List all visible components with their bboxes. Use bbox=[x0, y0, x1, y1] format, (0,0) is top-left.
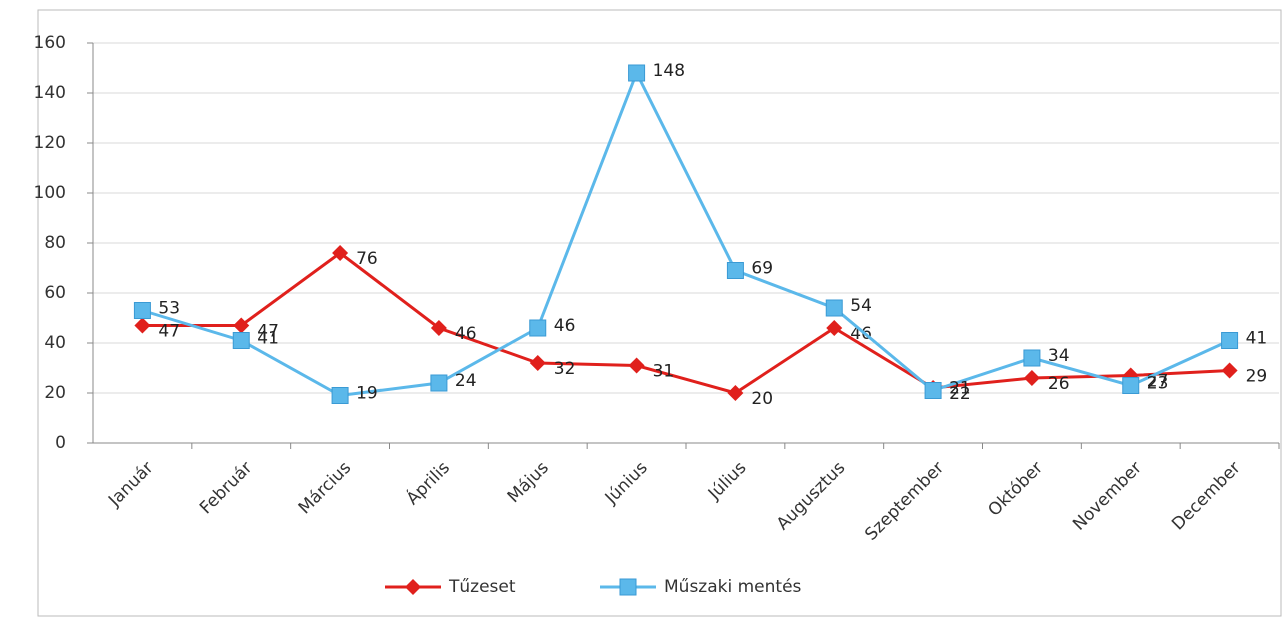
data-label: 76 bbox=[356, 249, 378, 269]
point bbox=[826, 320, 843, 336]
y-tick-label: 0 bbox=[55, 433, 66, 453]
data-label: 21 bbox=[949, 379, 971, 399]
series-line bbox=[141, 69, 1231, 398]
y-tick-label: 40 bbox=[44, 333, 66, 353]
point bbox=[924, 382, 942, 399]
data-label: 46 bbox=[850, 324, 872, 344]
series-line bbox=[142, 251, 1230, 395]
point bbox=[1023, 349, 1041, 367]
point bbox=[332, 245, 349, 261]
data-label: 47 bbox=[158, 322, 180, 342]
data-label: 19 bbox=[356, 384, 378, 404]
legend-marker bbox=[405, 579, 421, 595]
data-label: 54 bbox=[850, 296, 872, 316]
y-tick-label: 140 bbox=[34, 83, 66, 103]
y-tick-label: 20 bbox=[44, 383, 66, 403]
data-label: 32 bbox=[554, 359, 576, 379]
y-tick-label: 60 bbox=[44, 283, 66, 303]
data-label: 26 bbox=[1048, 374, 1070, 394]
data-label: 69 bbox=[751, 259, 773, 279]
point bbox=[233, 317, 250, 334]
legend-label: Műszaki mentés bbox=[664, 577, 802, 597]
legend-marker bbox=[619, 578, 637, 596]
point bbox=[529, 319, 547, 337]
point bbox=[331, 387, 349, 404]
chart-frame bbox=[37, 9, 1282, 617]
data-label: 22 bbox=[949, 384, 971, 404]
point bbox=[133, 302, 151, 319]
y-tick-label: 80 bbox=[44, 233, 66, 253]
legend-label: Tűzeset bbox=[448, 577, 516, 597]
point bbox=[628, 357, 645, 374]
point bbox=[1023, 370, 1040, 386]
data-label: 148 bbox=[653, 61, 685, 81]
y-tick-label: 120 bbox=[34, 133, 66, 153]
point bbox=[1221, 362, 1238, 379]
data-label: 34 bbox=[1048, 346, 1070, 366]
point bbox=[430, 320, 447, 336]
data-label: 20 bbox=[751, 389, 773, 409]
data-label: 53 bbox=[158, 299, 180, 319]
data-label: 23 bbox=[1147, 374, 1169, 394]
point bbox=[232, 332, 250, 349]
y-tick-label: 160 bbox=[34, 33, 66, 53]
point bbox=[1221, 332, 1239, 349]
point bbox=[628, 64, 646, 82]
data-label: 41 bbox=[257, 329, 279, 349]
point bbox=[1122, 377, 1140, 394]
point bbox=[134, 317, 151, 334]
point bbox=[825, 299, 843, 317]
data-label: 46 bbox=[554, 316, 576, 336]
point bbox=[726, 262, 744, 279]
point bbox=[727, 385, 744, 401]
data-label: 41 bbox=[1246, 329, 1268, 349]
data-label: 24 bbox=[455, 371, 477, 391]
point bbox=[430, 374, 448, 392]
data-label: 46 bbox=[455, 324, 477, 344]
data-label: 31 bbox=[653, 362, 675, 382]
data-label: 47 bbox=[257, 322, 279, 342]
data-label: 29 bbox=[1246, 367, 1268, 387]
y-tick-label: 100 bbox=[34, 183, 66, 203]
point bbox=[529, 355, 546, 371]
